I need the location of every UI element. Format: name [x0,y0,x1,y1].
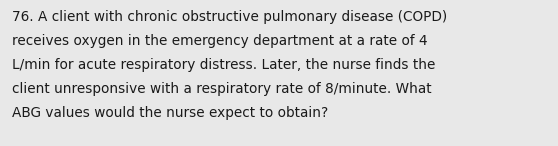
Text: 76. A client with chronic obstructive pulmonary disease (COPD): 76. A client with chronic obstructive pu… [12,10,448,24]
Text: receives oxygen in the emergency department at a rate of 4: receives oxygen in the emergency departm… [12,34,427,48]
Text: client unresponsive with a respiratory rate of 8/minute. What: client unresponsive with a respiratory r… [12,82,432,96]
Text: L/min for acute respiratory distress. Later, the nurse finds the: L/min for acute respiratory distress. La… [12,58,435,72]
Text: ABG values would the nurse expect to obtain?: ABG values would the nurse expect to obt… [12,106,328,120]
